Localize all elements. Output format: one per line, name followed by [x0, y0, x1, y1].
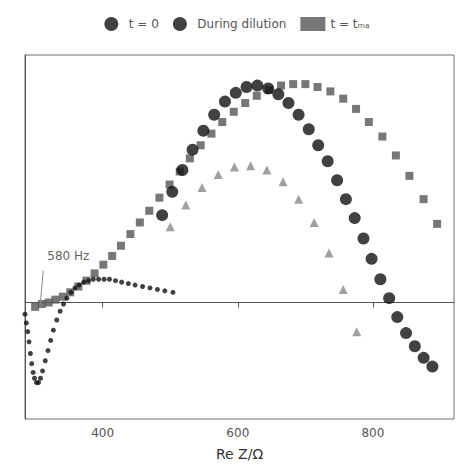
- svg-text:t = tₘₐ: t = tₘₐ: [330, 17, 369, 31]
- svg-text:800: 800: [361, 426, 384, 440]
- svg-text:During dilution: During dilution: [197, 17, 286, 31]
- svg-text:Re Z/Ω: Re Z/Ω: [216, 446, 263, 462]
- svg-text:600: 600: [226, 426, 249, 440]
- svg-text:580 Hz: 580 Hz: [47, 249, 89, 263]
- svg-text:t = 0: t = 0: [129, 17, 159, 31]
- svg-text:400: 400: [91, 426, 114, 440]
